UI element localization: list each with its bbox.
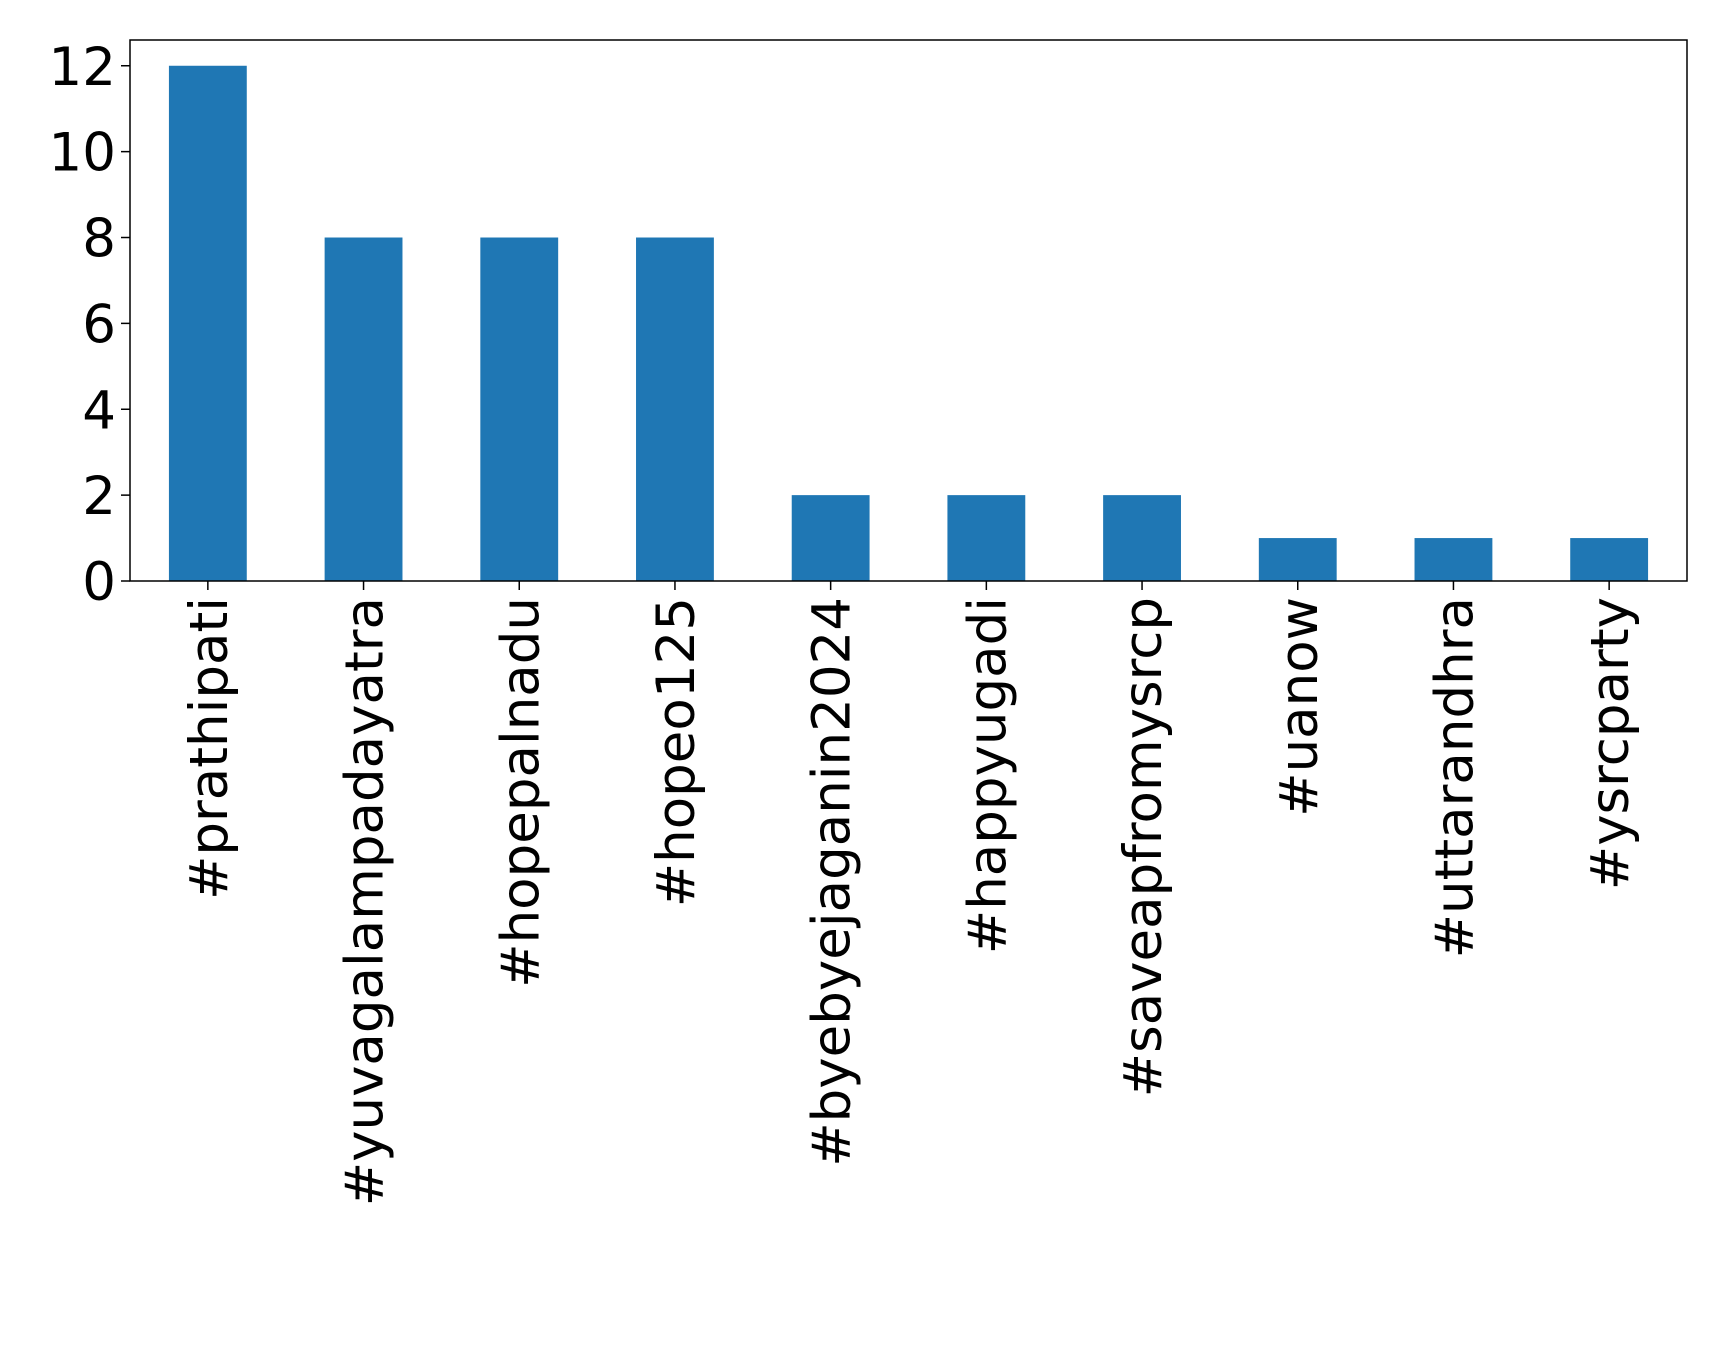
x-tick-label: #happyugadi xyxy=(957,597,1018,954)
bar xyxy=(947,495,1026,581)
plot-frame xyxy=(129,39,1688,582)
x-tick-label: #hopeo125 xyxy=(646,597,707,907)
x-tick-label: #yuvagalampadayatra xyxy=(335,597,396,1206)
x-tick-label: #byebyejaganin2024 xyxy=(802,597,863,1167)
bar xyxy=(1103,495,1181,581)
x-tick-label: #saveapfromysrcp xyxy=(1113,597,1174,1097)
y-tick-label: 2 xyxy=(82,466,116,527)
bar xyxy=(791,495,870,581)
x-tick-label: #prathipati xyxy=(179,597,240,900)
bar xyxy=(636,237,714,581)
x-tick-label: #uanow xyxy=(1269,597,1330,817)
y-tick-label: 6 xyxy=(82,294,116,355)
x-tick-label: #uttarandhra xyxy=(1424,597,1485,958)
bar xyxy=(1570,538,1649,581)
bar xyxy=(168,65,247,581)
y-tick-label: 4 xyxy=(82,380,116,441)
x-tick-label: #ysrcparty xyxy=(1580,597,1641,890)
y-tick-label: 10 xyxy=(49,123,116,184)
y-tick-label: 12 xyxy=(49,37,116,98)
x-tick-label: #hopepalnadu xyxy=(490,597,551,988)
bar xyxy=(480,237,559,581)
y-tick-label: 8 xyxy=(82,209,116,270)
bar xyxy=(1414,538,1493,581)
y-tick-label: 0 xyxy=(82,552,116,613)
bar xyxy=(324,237,403,581)
bar xyxy=(1258,538,1337,581)
